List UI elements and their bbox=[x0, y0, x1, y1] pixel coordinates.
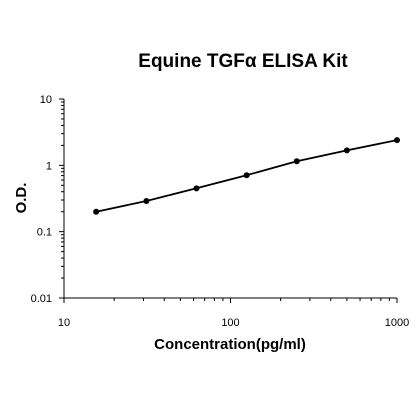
data-point bbox=[243, 172, 250, 179]
tick-labels: 10 100 1000 0.01 0.1 1 10 bbox=[31, 94, 410, 329]
y-tick-label: 1 bbox=[46, 160, 52, 172]
x-tick-label: 1000 bbox=[385, 317, 409, 329]
data-point bbox=[293, 158, 300, 165]
data-point bbox=[394, 137, 400, 144]
x-tick-label: 10 bbox=[58, 317, 70, 329]
x-axis-label: Concentration(pg/ml) bbox=[154, 336, 306, 353]
chart-title: Equine TGFα ELISA Kit bbox=[138, 51, 348, 72]
data-point bbox=[193, 185, 200, 192]
y-tick-label: 0.1 bbox=[37, 227, 52, 239]
data-point bbox=[343, 147, 350, 154]
axes bbox=[59, 98, 398, 303]
x-tick-label: 100 bbox=[221, 317, 239, 329]
y-tick-label: 10 bbox=[40, 94, 52, 106]
data-points bbox=[93, 137, 400, 215]
data-point bbox=[143, 197, 150, 204]
data-point bbox=[93, 208, 100, 215]
y-tick-label: 0.01 bbox=[31, 293, 52, 305]
y-axis-label: O.D. bbox=[13, 183, 30, 214]
